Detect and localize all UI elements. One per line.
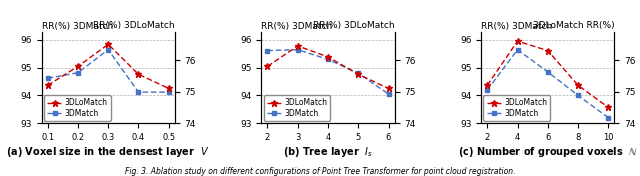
X-axis label: (b) Tree layer  $I_s$: (b) Tree layer $I_s$: [283, 145, 373, 159]
Legend: 3DLoMatch, 3DMatch: 3DLoMatch, 3DMatch: [44, 95, 111, 121]
Text: RR(%) 3DLoMatch: RR(%) 3DLoMatch: [93, 21, 175, 30]
Text: RR(%) 3DMatch: RR(%) 3DMatch: [261, 22, 333, 31]
Legend: 3DLoMatch, 3DMatch: 3DLoMatch, 3DMatch: [264, 95, 330, 121]
Text: 3DLoMatch RR(%): 3DLoMatch RR(%): [532, 21, 614, 30]
Legend: 3DLoMatch, 3DMatch: 3DLoMatch, 3DMatch: [483, 95, 550, 121]
Text: RR(%) 3DMatch: RR(%) 3DMatch: [42, 22, 113, 31]
Text: RR(%) 3DLoMatch: RR(%) 3DLoMatch: [313, 21, 395, 30]
Text: Fig. 3. Ablation study on different configurations of Point Tree Transformer for: Fig. 3. Ablation study on different conf…: [125, 167, 515, 176]
X-axis label: (c) Number of grouped voxels  $\mathbb{N}$: (c) Number of grouped voxels $\mathbb{N}…: [458, 145, 638, 159]
X-axis label: (a) Voxel size in the densest layer  $V$: (a) Voxel size in the densest layer $V$: [6, 145, 210, 159]
Text: RR(%) 3DMatch: RR(%) 3DMatch: [481, 22, 552, 31]
